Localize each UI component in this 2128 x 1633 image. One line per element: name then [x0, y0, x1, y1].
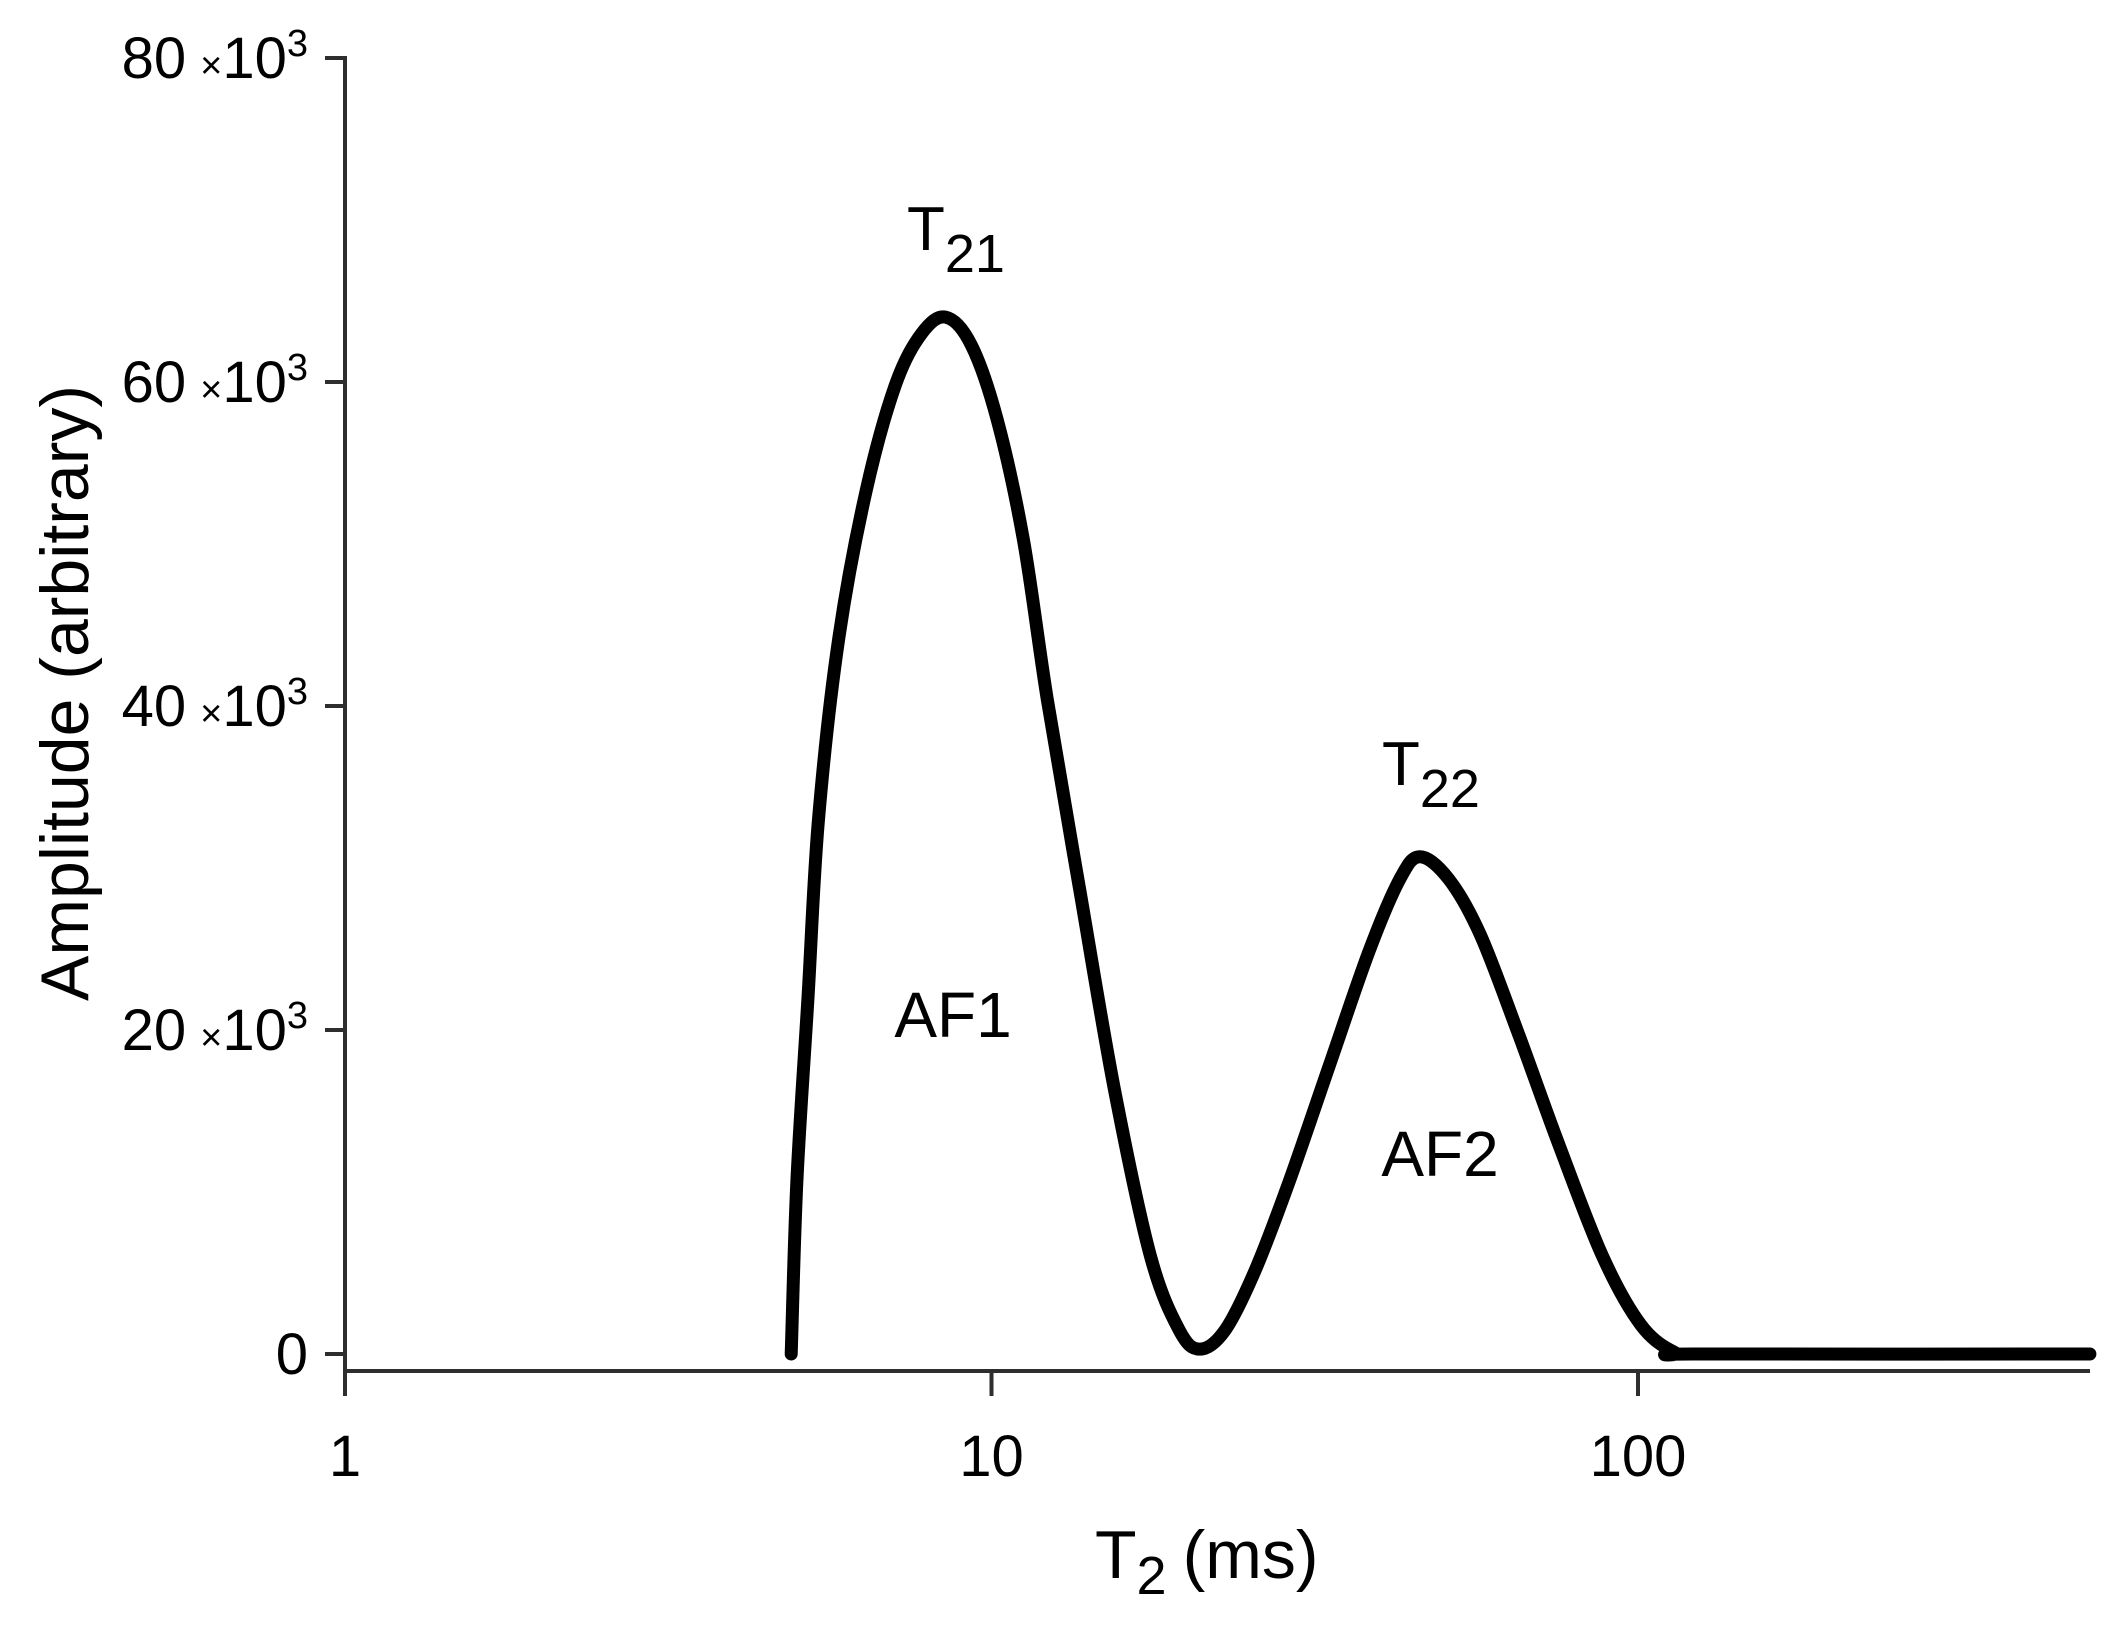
- x-axis-title: T2 (ms): [1095, 1517, 1319, 1606]
- x-axis-title-subscript: 2: [1137, 1546, 1167, 1606]
- peak1-label-base: T: [907, 195, 945, 264]
- y-tick-number: 20: [122, 998, 187, 1063]
- y-tick-multiplier-sign: ×: [200, 1017, 222, 1059]
- y-tick-number: 40: [122, 674, 187, 739]
- x-axis-title-base: T: [1095, 1517, 1137, 1593]
- y-axis-title: Amplitude (arbitrary): [27, 385, 103, 1001]
- x-tick-label: 100: [1590, 1424, 1687, 1489]
- x-tick-label: 1: [329, 1424, 361, 1489]
- y-tick-multiplier-sign: ×: [200, 693, 222, 735]
- peak1-label-subscript: 21: [945, 224, 1005, 284]
- peak2-label-subscript: 22: [1420, 759, 1480, 819]
- y-tick-multiplier-exponent: 3: [287, 23, 308, 65]
- y-tick-multiplier-exponent: 3: [287, 995, 308, 1037]
- peak2-label: T22: [1382, 730, 1480, 819]
- area2-label: AF2: [1381, 1118, 1498, 1190]
- y-tick-multiplier-exponent: 3: [287, 671, 308, 713]
- y-tick-label: 0: [276, 1322, 308, 1387]
- x-tick-label: 10: [959, 1424, 1024, 1489]
- x-axis-ticks: 1 10 100: [329, 1371, 1687, 1489]
- y-tick-multiplier-base: 10: [222, 998, 287, 1063]
- y-tick-multiplier-base: 10: [222, 26, 287, 91]
- y-tick-multiplier-base: 10: [222, 674, 287, 739]
- y-tick-multiplier-exponent: 3: [287, 347, 308, 389]
- y-tick-multiplier-sign: ×: [200, 369, 222, 411]
- x-axis-title-unit: (ms): [1183, 1517, 1319, 1593]
- y-tick-multiplier-base: 10: [222, 350, 287, 415]
- y-tick-label: 20 ×103: [122, 995, 308, 1063]
- y-tick-label: 80 ×103: [122, 23, 308, 91]
- y-tick-multiplier-sign: ×: [200, 45, 222, 87]
- y-tick-number: 60: [122, 350, 187, 415]
- t2-distribution-curve: [784, 310, 2097, 1362]
- y-tick-number: 0: [276, 1322, 308, 1387]
- y-tick-label: 60 ×103: [122, 347, 308, 415]
- x-axis: 1 10 100: [329, 1369, 2090, 1489]
- y-tick-number: 80: [122, 26, 187, 91]
- peak1-label: T21: [907, 195, 1005, 284]
- area1-label: AF1: [894, 979, 1011, 1051]
- peak2-label-base: T: [1382, 730, 1420, 799]
- y-tick-label: 40 ×103: [122, 671, 308, 739]
